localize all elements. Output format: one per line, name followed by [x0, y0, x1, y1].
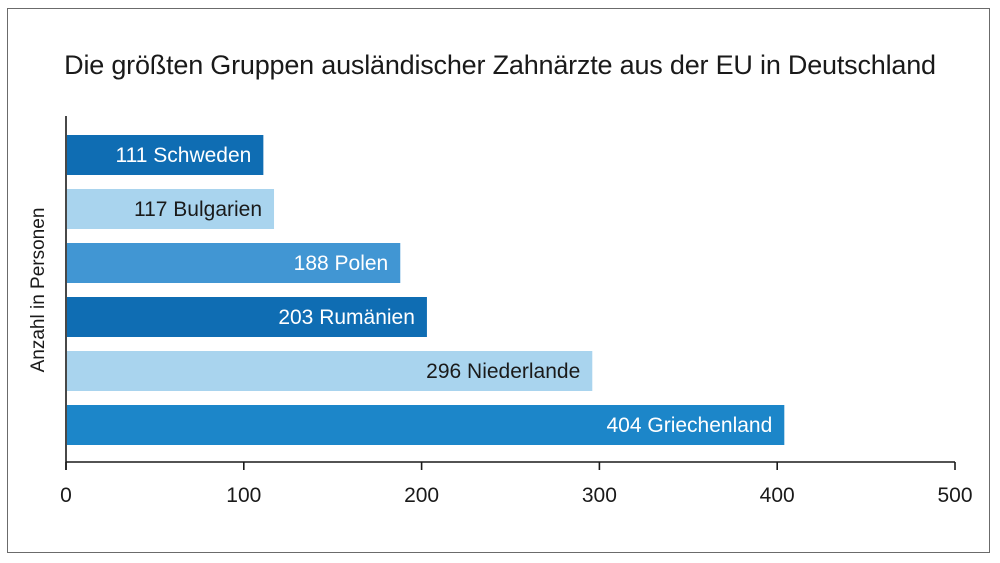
x-tick-label-300: 300	[582, 484, 617, 507]
bars-group: 111 Schweden 117 Bulgarien 188 Polen 203 Ru…	[67, 135, 785, 445]
bar-polen	[67, 243, 401, 283]
bar-griechenland	[67, 405, 785, 445]
x-tick-label-100: 100	[226, 484, 261, 507]
chart-frame	[7, 8, 990, 553]
bar-label-polen: 188 Polen	[294, 252, 389, 275]
bar-schweden	[67, 135, 264, 175]
bar-label-schweden: 111 Schweden	[116, 144, 252, 167]
bar-label-griechenland: 404 Griechenland	[607, 414, 773, 437]
bar-bulgarien	[67, 189, 275, 229]
axes-group: 0 100 200 300 400 500	[60, 116, 973, 507]
bar-niederlande	[67, 351, 593, 391]
x-tick-label-0: 0	[60, 484, 72, 507]
x-tick-label-400: 400	[760, 484, 795, 507]
bar-label-rumänien: 203 Rumänien	[278, 306, 415, 329]
bar-rumänien	[67, 297, 427, 337]
x-tick-label-200: 200	[404, 484, 439, 507]
bar-label-niederlande: 296 Niederlande	[426, 360, 580, 383]
bar-label-bulgarien: 117 Bulgarien	[134, 198, 262, 221]
chart-title: Die größten Gruppen ausländischer Zahnär…	[64, 50, 936, 80]
y-axis-label: Anzahl in Personen	[28, 208, 49, 373]
x-tick-label-500: 500	[937, 484, 972, 507]
